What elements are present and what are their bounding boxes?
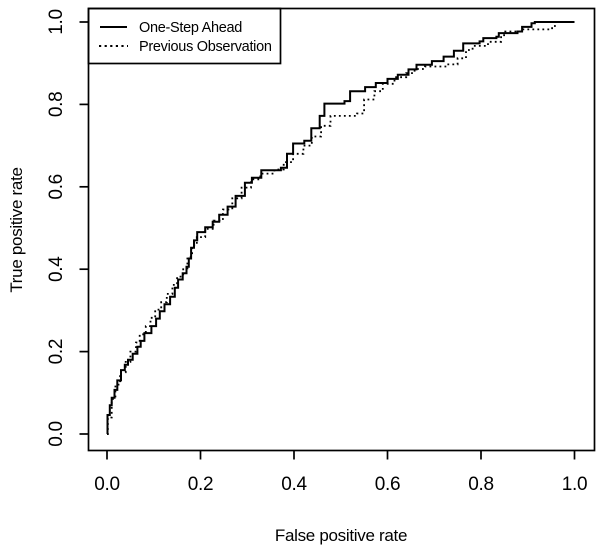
x-axis-title: False positive rate [275, 526, 407, 545]
legend-label-one-step-ahead: One-Step Ahead [139, 20, 242, 36]
y-tick-label: 0.4 [46, 256, 67, 282]
y-tick-label: 0.8 [46, 92, 67, 118]
x-axis: 0.0 0.2 0.4 0.6 0.8 1.0 [94, 450, 588, 495]
curve-previous-observation [107, 21, 575, 435]
x-tick-label: 0.0 [94, 474, 120, 495]
x-tick-label: 1.0 [562, 474, 588, 495]
curve-one-step-ahead [106, 21, 575, 435]
x-tick-label: 0.8 [468, 474, 494, 495]
y-tick-label: 0.2 [46, 339, 67, 365]
x-tick-label: 0.2 [188, 474, 214, 495]
y-axis: 0.0 0.2 0.4 0.6 0.8 1.0 [46, 9, 89, 447]
x-tick-label: 0.6 [375, 474, 401, 495]
y-tick-label: 0.6 [46, 174, 67, 200]
y-axis-title: True positive rate [7, 167, 26, 292]
curves [106, 21, 575, 435]
legend: One-Step Ahead Previous Observation [87, 7, 282, 65]
y-tick-label: 0.0 [46, 421, 67, 447]
x-tick-label: 0.4 [281, 474, 307, 495]
plot-area-border [87, 7, 596, 452]
legend-box [87, 7, 282, 65]
y-tick-label: 1.0 [46, 9, 67, 35]
legend-label-previous-observation: Previous Observation [139, 39, 272, 55]
